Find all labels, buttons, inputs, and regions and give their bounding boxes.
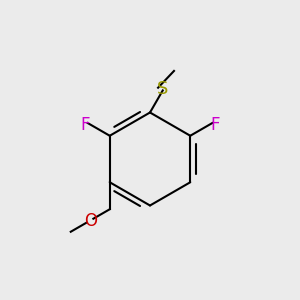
Text: F: F	[80, 116, 90, 134]
Text: S: S	[157, 80, 168, 98]
Text: O: O	[84, 212, 97, 230]
Text: F: F	[210, 116, 220, 134]
